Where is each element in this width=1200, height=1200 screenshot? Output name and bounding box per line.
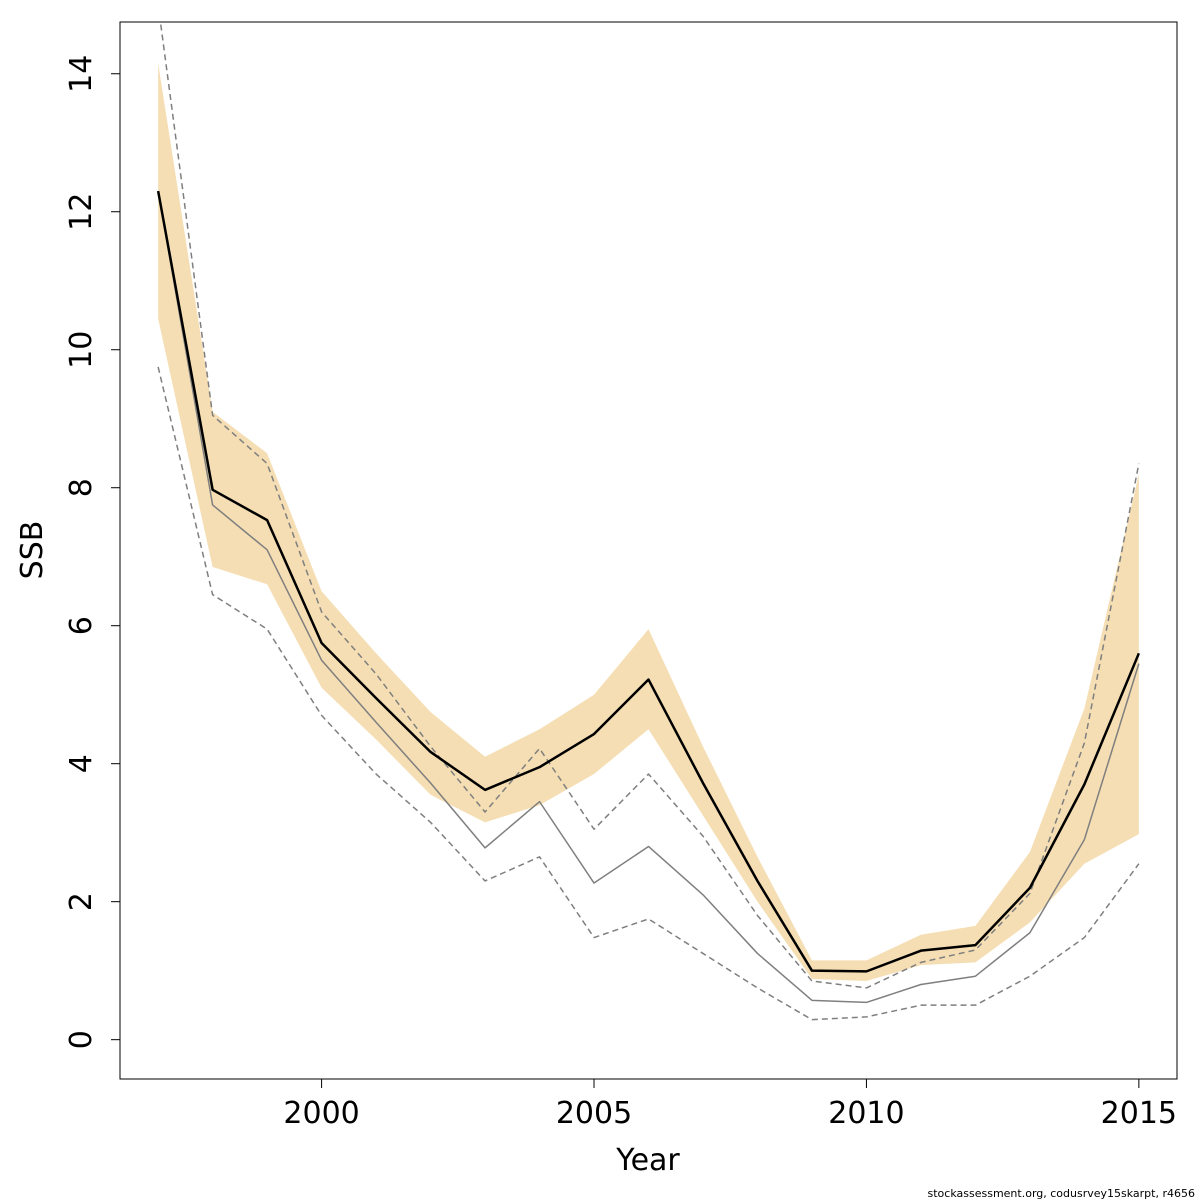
y-tick-label: 0 — [64, 1030, 99, 1049]
series-line-1 — [156, 190, 1141, 973]
x-tick-label: 2000 — [283, 1096, 359, 1131]
series-line-3 — [159, 22, 1140, 989]
x-tick-label: 2005 — [556, 1096, 632, 1131]
y-tick-label: 8 — [64, 478, 99, 497]
series-line-4 — [157, 366, 1140, 1021]
y-tick-label: 14 — [64, 55, 99, 93]
axes-layer: 2000 2005 2010 2015 0 2 4 6 8 10 12 14 — [64, 55, 1177, 1131]
x-tick-label: 2010 — [828, 1096, 904, 1131]
y-axis-title: SSB — [15, 521, 50, 580]
y-tick-label: 6 — [64, 616, 99, 635]
plot-layer — [156, 22, 1141, 1021]
y-tick-label: 2 — [64, 892, 99, 911]
y-tick-label: 12 — [64, 193, 99, 231]
x-axis-title: Year — [615, 1143, 680, 1178]
y-tick-label: 10 — [64, 331, 99, 369]
series-line-2 — [157, 190, 1140, 1004]
x-tick-label: 2015 — [1101, 1096, 1177, 1131]
footer-credit: stockassessment.org, codusrvey15skarpt, … — [928, 1187, 1195, 1200]
y-tick-label: 4 — [64, 754, 99, 773]
confidence-band — [158, 63, 1139, 982]
